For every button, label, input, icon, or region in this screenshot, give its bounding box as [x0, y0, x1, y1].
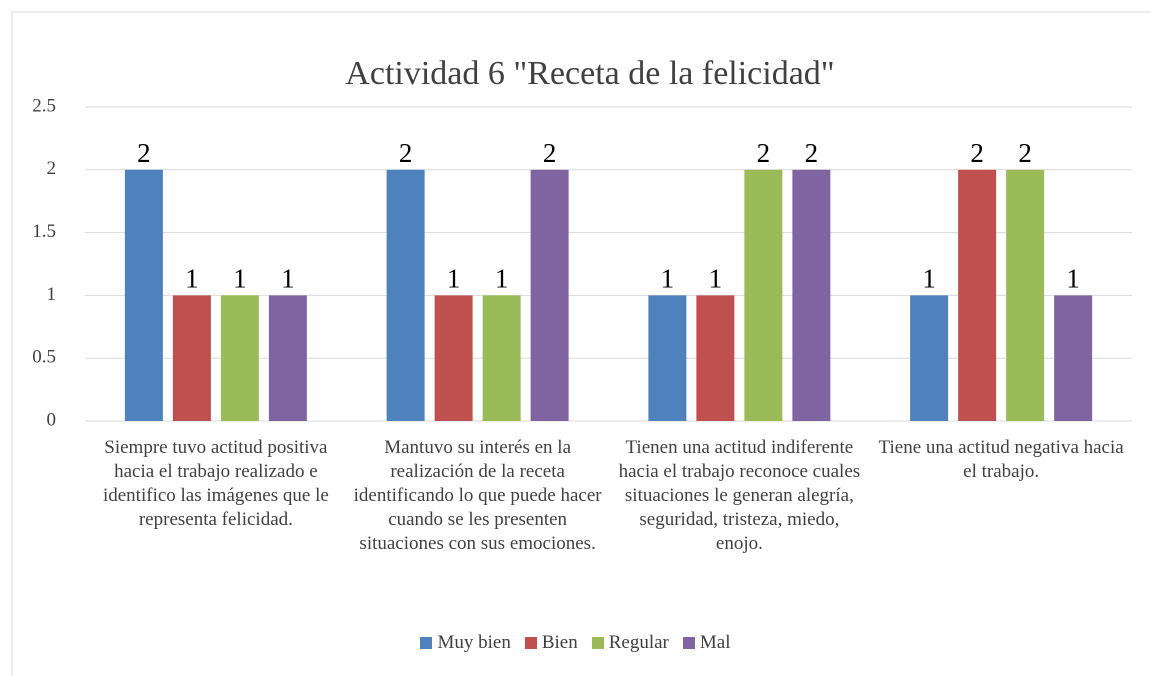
data-label: 1	[447, 264, 461, 294]
legend-label: Bien	[541, 632, 578, 653]
chart-border	[11, 11, 1151, 676]
data-label: 2	[543, 138, 557, 168]
bar	[696, 295, 735, 421]
bar	[172, 295, 211, 421]
legend-swatch	[524, 637, 537, 649]
data-label: 2	[399, 138, 413, 168]
legend-item: Regular	[591, 632, 669, 654]
legend: Muy bien Bien Regular Mal	[0, 632, 1151, 654]
legend-swatch	[591, 637, 604, 649]
bar	[1054, 295, 1093, 421]
data-label: 2	[970, 138, 984, 168]
data-label: 2	[1018, 138, 1032, 168]
legend-label: Regular	[608, 632, 669, 653]
bar	[648, 295, 687, 421]
data-label: 1	[1066, 264, 1080, 294]
data-label: 1	[661, 264, 675, 294]
bar	[482, 295, 521, 421]
y-tick-label: 1.5	[32, 221, 56, 242]
x-tick-label: Tiene una actitud negativa hacia el trab…	[878, 437, 1124, 482]
bar	[792, 169, 831, 421]
bar	[744, 169, 783, 421]
y-tick-label: 0	[47, 409, 57, 430]
data-label: 1	[233, 264, 247, 294]
legend-item: Mal	[682, 632, 731, 654]
data-label: 1	[185, 264, 199, 294]
bar	[124, 169, 163, 421]
bar	[530, 169, 569, 421]
bar	[220, 295, 259, 421]
data-label: 2	[805, 138, 819, 168]
legend-label: Muy bien	[437, 632, 511, 653]
x-tick-label: Tienen una actitud indiferente hacia el …	[618, 437, 861, 554]
legend-item: Muy bien	[420, 632, 511, 654]
bar	[386, 169, 425, 421]
x-tick-label: Siempre tuvo actitud positiva hacia el t…	[102, 437, 329, 530]
bar	[434, 295, 473, 421]
legend-label: Mal	[699, 632, 731, 653]
data-label: 1	[495, 264, 509, 294]
data-label: 2	[137, 138, 151, 168]
bar	[958, 169, 997, 421]
y-tick-label: 2	[47, 158, 57, 179]
y-tick-label: 1	[47, 284, 57, 305]
data-label: 1	[709, 264, 723, 294]
legend-item: Bien	[524, 632, 578, 654]
legend-swatch	[420, 637, 433, 649]
bar	[1006, 169, 1045, 421]
x-tick-label: Mantuvo su interés en la realización de …	[353, 437, 602, 554]
data-label: 1	[281, 264, 295, 294]
bar	[910, 295, 949, 421]
y-tick-label: 2.5	[32, 95, 56, 116]
y-tick-label: 0.5	[32, 347, 56, 368]
data-label: 1	[922, 264, 936, 294]
legend-swatch	[682, 637, 695, 649]
chart-title: Actividad 6 "Receta de la felicidad"	[345, 55, 834, 92]
bar	[268, 295, 307, 421]
data-label: 2	[757, 138, 771, 168]
